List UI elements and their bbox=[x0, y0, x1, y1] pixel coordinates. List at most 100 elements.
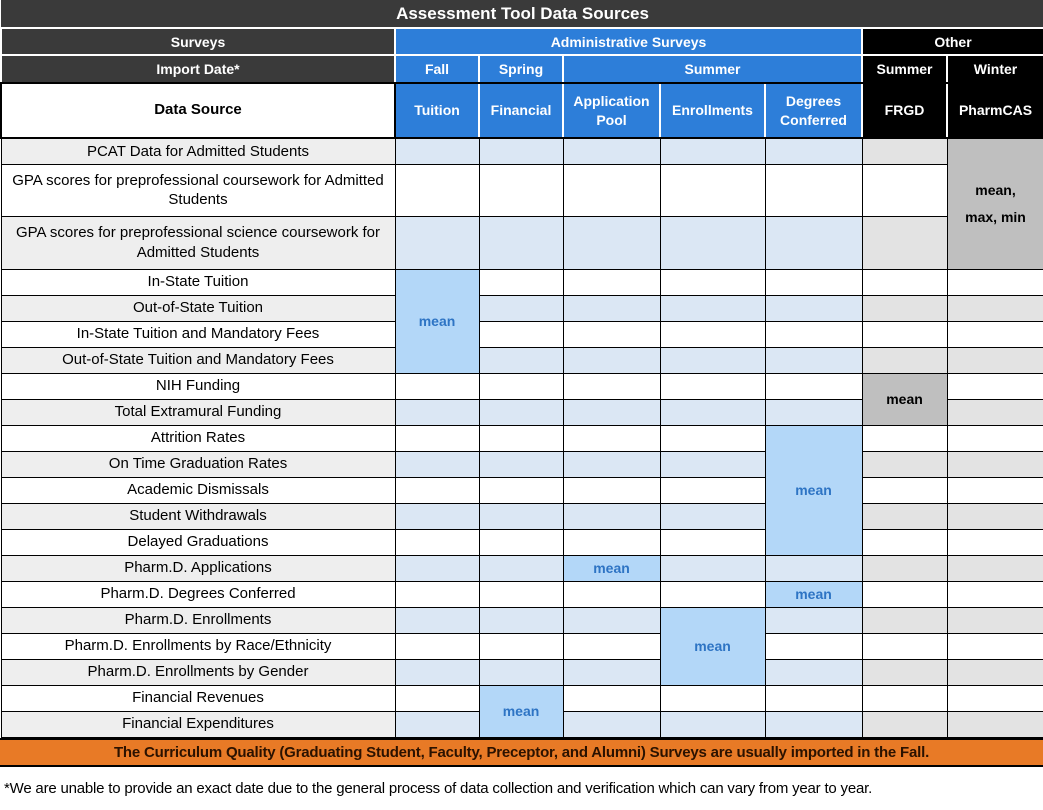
data-cell bbox=[394, 580, 480, 608]
mean-cell: mean bbox=[562, 554, 661, 582]
data-cell bbox=[861, 424, 948, 452]
header-other-winter: Winter bbox=[945, 54, 1043, 84]
data-cell bbox=[764, 163, 863, 217]
data-cell bbox=[478, 502, 564, 530]
column-tuition: Tuition bbox=[394, 82, 480, 139]
data-cell bbox=[946, 528, 1043, 556]
data-cell bbox=[478, 554, 564, 582]
row-label: Attrition Rates bbox=[0, 424, 396, 452]
data-cell bbox=[394, 502, 480, 530]
data-cell bbox=[659, 528, 766, 556]
data-cell bbox=[394, 476, 480, 504]
data-cell bbox=[946, 684, 1043, 712]
row-label: In-State Tuition and Mandatory Fees bbox=[0, 320, 396, 348]
column-frgd: FRGD bbox=[861, 82, 948, 139]
data-cell bbox=[946, 294, 1043, 322]
mean-cell: mean bbox=[764, 424, 863, 556]
data-cell bbox=[659, 294, 766, 322]
title-row: Assessment Tool Data Sources bbox=[1, 0, 1043, 29]
data-cell bbox=[562, 450, 661, 478]
data-cell bbox=[861, 528, 948, 556]
row-label: NIH Funding bbox=[0, 372, 396, 400]
data-cell bbox=[478, 215, 564, 270]
data-cell bbox=[394, 632, 480, 660]
data-cell bbox=[478, 424, 564, 452]
data-cell bbox=[562, 710, 661, 738]
table-row: Attrition Rates mean bbox=[0, 424, 1043, 556]
data-cell bbox=[861, 658, 948, 686]
data-cell bbox=[394, 606, 480, 634]
header-other-summer: Summer bbox=[861, 54, 948, 84]
data-cell bbox=[562, 424, 661, 452]
data-cell bbox=[946, 554, 1043, 582]
data-cell bbox=[946, 398, 1043, 426]
data-cell bbox=[946, 320, 1043, 348]
data-cell bbox=[394, 215, 480, 270]
data-cell bbox=[764, 658, 863, 686]
row-label: PCAT Data for Admitted Students bbox=[0, 137, 396, 165]
page-title: Assessment Tool Data Sources bbox=[1, 0, 1043, 29]
table-row: Financial Revenues mean bbox=[0, 684, 1043, 738]
column-header-row: Data Source Tuition Financial Applicatio… bbox=[0, 82, 1043, 139]
row-label: Academic Dismissals bbox=[0, 476, 396, 504]
row-label: Pharm.D. Enrollments bbox=[0, 606, 396, 634]
data-cell bbox=[946, 502, 1043, 530]
data-cell bbox=[562, 606, 661, 634]
data-cell bbox=[946, 372, 1043, 400]
data-cell bbox=[946, 580, 1043, 608]
header-spring: Spring bbox=[478, 54, 564, 84]
row-label: Total Extramural Funding bbox=[0, 398, 396, 426]
mean-cell: mean bbox=[478, 684, 564, 738]
table-row: Delayed Graduations bbox=[0, 528, 1043, 556]
data-cell bbox=[562, 137, 661, 165]
data-cell bbox=[478, 632, 564, 660]
header-other: Other bbox=[860, 27, 1043, 56]
data-cell bbox=[478, 476, 564, 504]
row-label: Financial Revenues bbox=[0, 684, 396, 712]
data-cell bbox=[478, 372, 564, 400]
table-row: In-State Tuition mean bbox=[0, 268, 1043, 374]
data-cell bbox=[394, 398, 480, 426]
data-cell bbox=[659, 580, 766, 608]
data-cell bbox=[659, 346, 766, 374]
data-cell bbox=[861, 554, 948, 582]
data-cell bbox=[659, 710, 766, 738]
header-fall: Fall bbox=[394, 54, 480, 84]
data-cell bbox=[562, 528, 661, 556]
data-cell bbox=[478, 320, 564, 348]
data-cell bbox=[478, 528, 564, 556]
mean-cell: mean bbox=[861, 372, 948, 426]
data-cell bbox=[861, 684, 948, 712]
data-cell bbox=[764, 372, 863, 400]
data-cell bbox=[659, 268, 766, 296]
row-label: Pharm.D. Applications bbox=[0, 554, 396, 582]
table-row: Out-of-State Tuition and Mandatory Fees bbox=[0, 346, 1043, 374]
column-pharmcas: PharmCAS bbox=[945, 82, 1043, 139]
table-row: Pharm.D. Degrees Conferred mean bbox=[0, 580, 1043, 608]
data-cell bbox=[394, 658, 480, 686]
table-row: Financial Expenditures bbox=[0, 710, 1043, 738]
data-cell bbox=[659, 684, 766, 712]
data-cell bbox=[861, 346, 948, 374]
data-cell bbox=[562, 502, 661, 530]
table-row: PCAT Data for Admitted Students mean, max… bbox=[0, 137, 1043, 270]
data-cell bbox=[861, 606, 948, 634]
mean-cell: mean, max, min bbox=[946, 137, 1043, 270]
row-label: Out-of-State Tuition bbox=[0, 294, 396, 322]
column-financial: Financial bbox=[478, 82, 564, 139]
data-cell bbox=[861, 710, 948, 738]
data-cell bbox=[946, 606, 1043, 634]
data-cell bbox=[861, 502, 948, 530]
data-cell bbox=[946, 632, 1043, 660]
row-label: Out-of-State Tuition and Mandatory Fees bbox=[0, 346, 396, 374]
data-cell bbox=[861, 294, 948, 322]
data-cell bbox=[861, 450, 948, 478]
header-surveys: Surveys bbox=[0, 27, 396, 56]
data-cell bbox=[394, 528, 480, 556]
table-row: Pharm.D. Enrollments by Gender bbox=[0, 658, 1043, 686]
data-cell bbox=[861, 163, 948, 217]
header-data-source: Data Source bbox=[0, 82, 396, 139]
season-header-row: Import Date* Fall Spring Summer Summer W… bbox=[0, 54, 1043, 84]
data-cell bbox=[764, 398, 863, 426]
